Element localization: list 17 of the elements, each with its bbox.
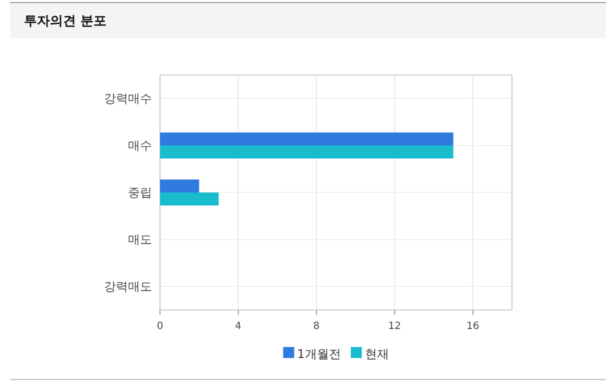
x-tick-label: 12	[388, 321, 402, 332]
chart-title: 투자의견 분포	[24, 14, 107, 29]
x-tick-label: 4	[235, 321, 242, 332]
x-tick-label: 8	[313, 321, 320, 332]
legend-label: 현재	[364, 347, 389, 361]
y-tick-label: 매도	[128, 232, 152, 246]
y-tick-label: 강력매수	[104, 92, 152, 106]
bar	[160, 192, 219, 206]
bar	[160, 132, 454, 146]
y-tick-label: 중립	[128, 186, 152, 200]
bar	[160, 146, 454, 158]
y-tick-label: 강력매도	[104, 280, 152, 294]
x-tick-label: 0	[156, 321, 164, 332]
x-tick-label: 16	[466, 321, 480, 332]
y-tick-label: 매수	[128, 138, 152, 152]
bar	[160, 180, 200, 192]
legend-label: 1개월전	[297, 347, 341, 361]
